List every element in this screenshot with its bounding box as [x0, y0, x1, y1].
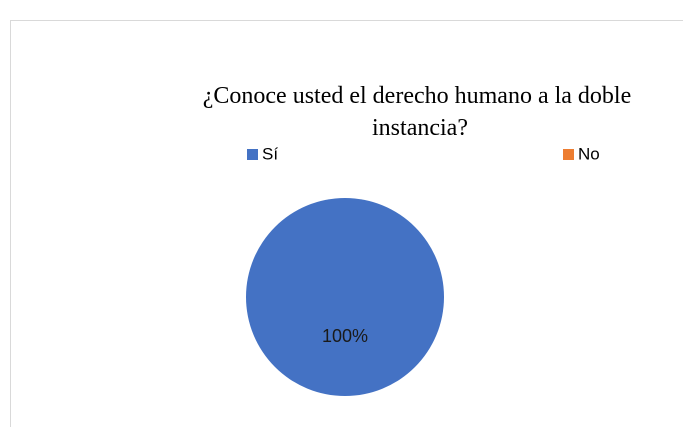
title-line: ¿Conoce usted el derecho humano a la dob… — [203, 83, 632, 109]
legend-swatch — [247, 149, 258, 160]
title-line: instancia? — [372, 115, 468, 141]
legend-label: No — [578, 144, 600, 163]
legend-swatch — [563, 149, 574, 160]
legend-label: Sí — [262, 144, 278, 163]
chart-title: ¿Conoce usted el derecho humano a la dob… — [203, 83, 638, 141]
data-label: 100% — [322, 326, 368, 346]
pie-slice — [246, 198, 444, 396]
